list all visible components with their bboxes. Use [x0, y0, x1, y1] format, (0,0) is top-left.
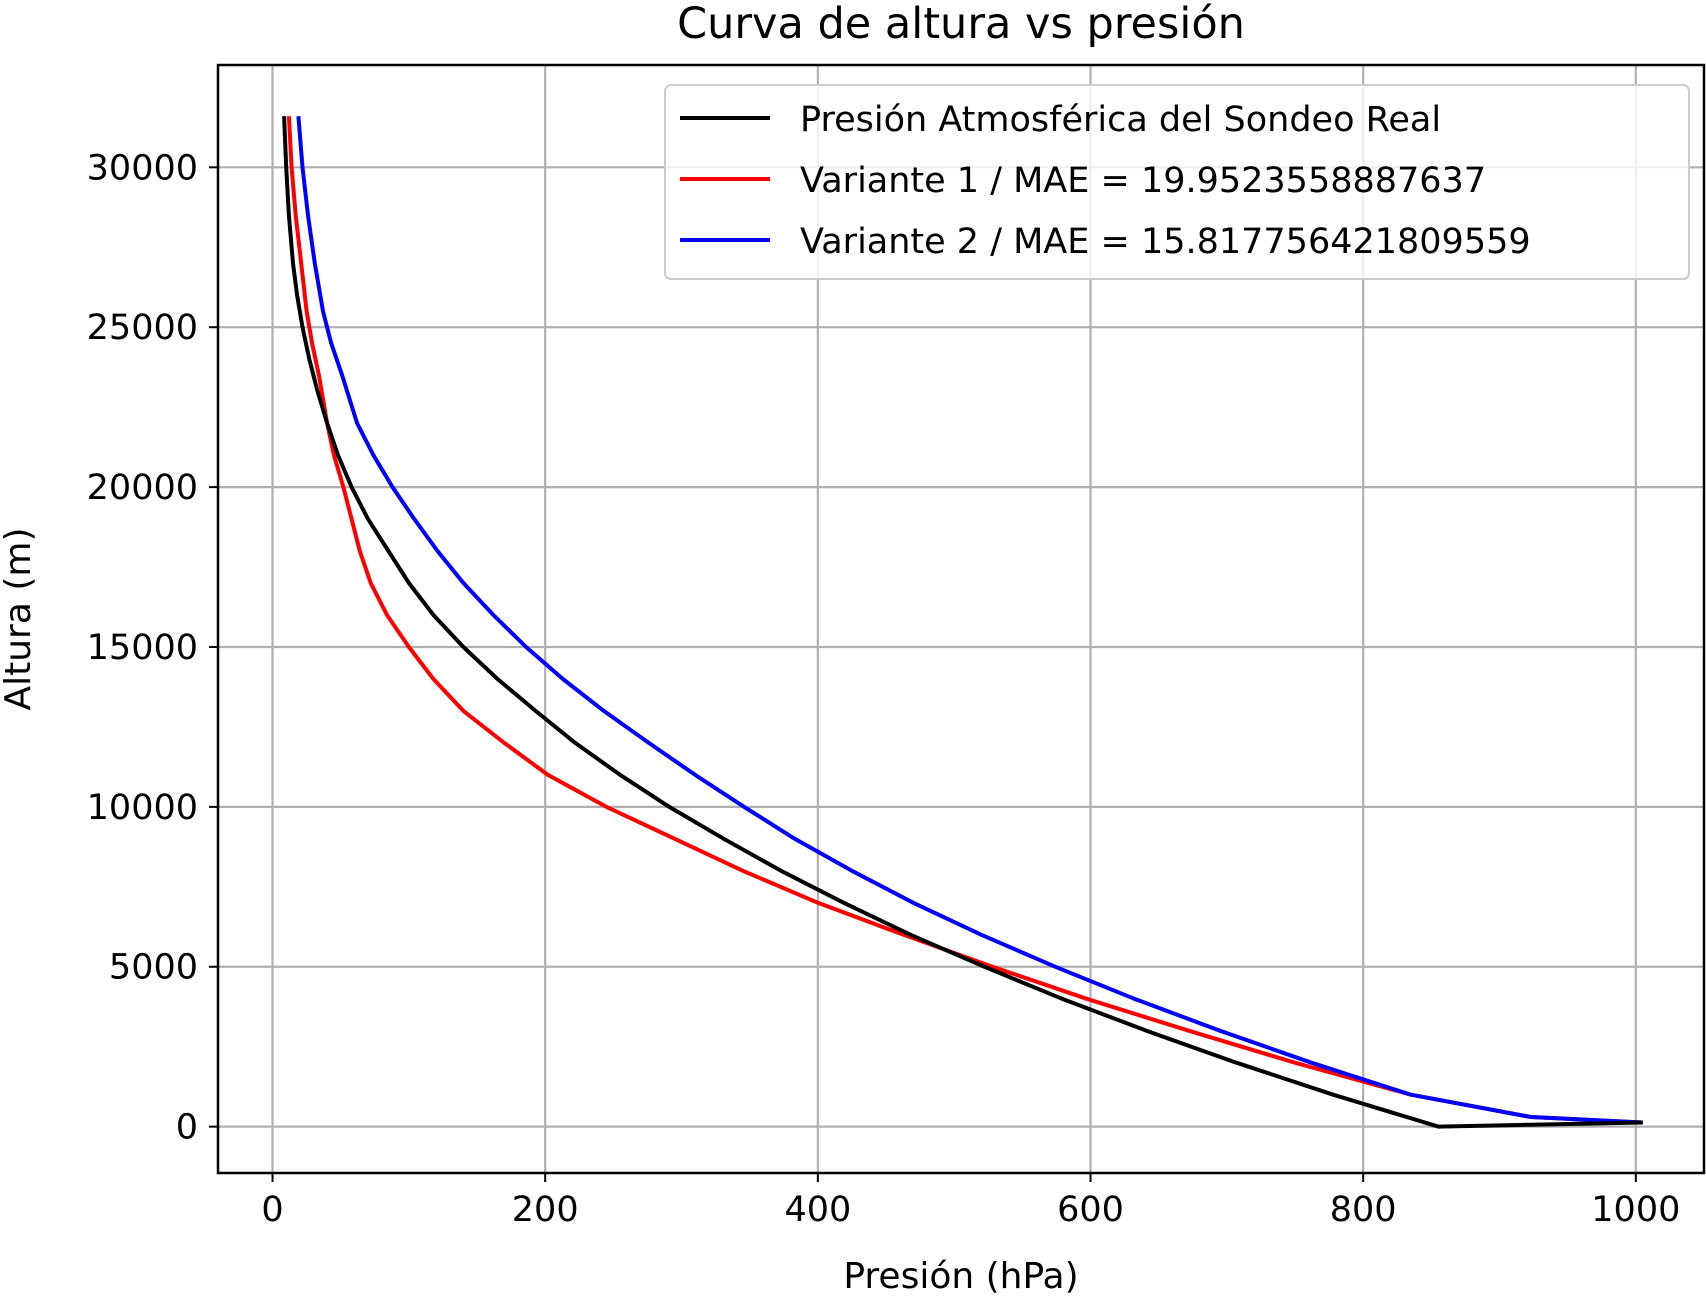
y-tick-label: 5000: [109, 948, 198, 988]
x-tick-label: 1000: [1591, 1190, 1680, 1230]
x-axis-label: Presión (hPa): [843, 1256, 1078, 1297]
y-tick-label: 20000: [87, 468, 198, 508]
series-line-presion-atmosferica-del-sondeo-real: [282, 116, 1643, 1129]
x-tick-label: 0: [261, 1190, 283, 1230]
series-line-variante-1: [286, 116, 1643, 1125]
y-tick-label: 0: [176, 1108, 198, 1148]
series-line-variante-2: [296, 116, 1643, 1125]
y-tick-label: 10000: [87, 788, 198, 828]
y-axis-label: Altura (m): [0, 527, 39, 710]
chart-title: Curva de altura vs presión: [677, 0, 1245, 49]
legend: Presión Atmosférica del Sondeo Real Vari…: [664, 84, 1690, 280]
y-tick-label: 25000: [87, 308, 198, 348]
x-tick-label: 800: [1330, 1190, 1397, 1230]
y-tick-label: 30000: [87, 148, 198, 188]
axis-ticks: 0 200 400 600 800 100005000100001500020000250…: [87, 148, 1681, 1230]
legend-box: [664, 84, 1690, 280]
y-tick-label: 15000: [87, 628, 198, 668]
series-lines: [282, 116, 1643, 1129]
x-tick-label: 200: [512, 1190, 579, 1230]
legend-label-real: Presión Atmosférica del Sondeo Real: [800, 100, 1441, 140]
legend-label-variante-2: Variante 2 / MAE = 15.817756421809559: [800, 222, 1531, 262]
x-tick-label: 400: [784, 1190, 851, 1230]
plot-frame: [216, 63, 1706, 1175]
legend-label-variante-1: Variante 1 / MAE = 19.9523558887637: [800, 161, 1486, 201]
x-tick-label: 600: [1057, 1190, 1124, 1230]
